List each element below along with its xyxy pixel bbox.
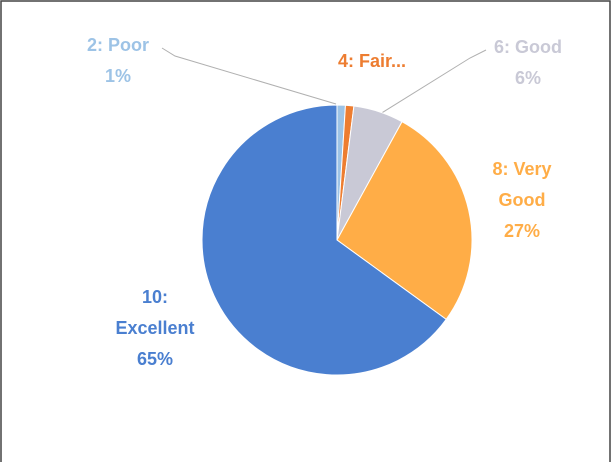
value-label: 65% [136,349,174,369]
slice-label: 10: Excellent 65% [100,282,210,375]
value-label: 1% [104,66,131,86]
slice-label: 4: Fair... [312,46,432,77]
category-label: 10: Excellent [115,287,195,338]
pie-slice [336,121,473,321]
value-label: 27% [503,221,541,241]
category-label: 6: Good [494,37,562,57]
category-label: 2: Poor [86,35,149,55]
slice-label: 8: Very Good 27% [487,154,557,247]
value-label: 6% [514,68,541,88]
leader-line [161,47,337,105]
pie-slice [201,104,447,376]
slice-label: 6: Good 6% [473,32,583,94]
category-label: 4: Fair... [337,51,407,71]
category-label: 8: Very Good [492,159,552,210]
slice-label: 2: Poor 1% [58,30,178,92]
leader-line [379,49,487,115]
